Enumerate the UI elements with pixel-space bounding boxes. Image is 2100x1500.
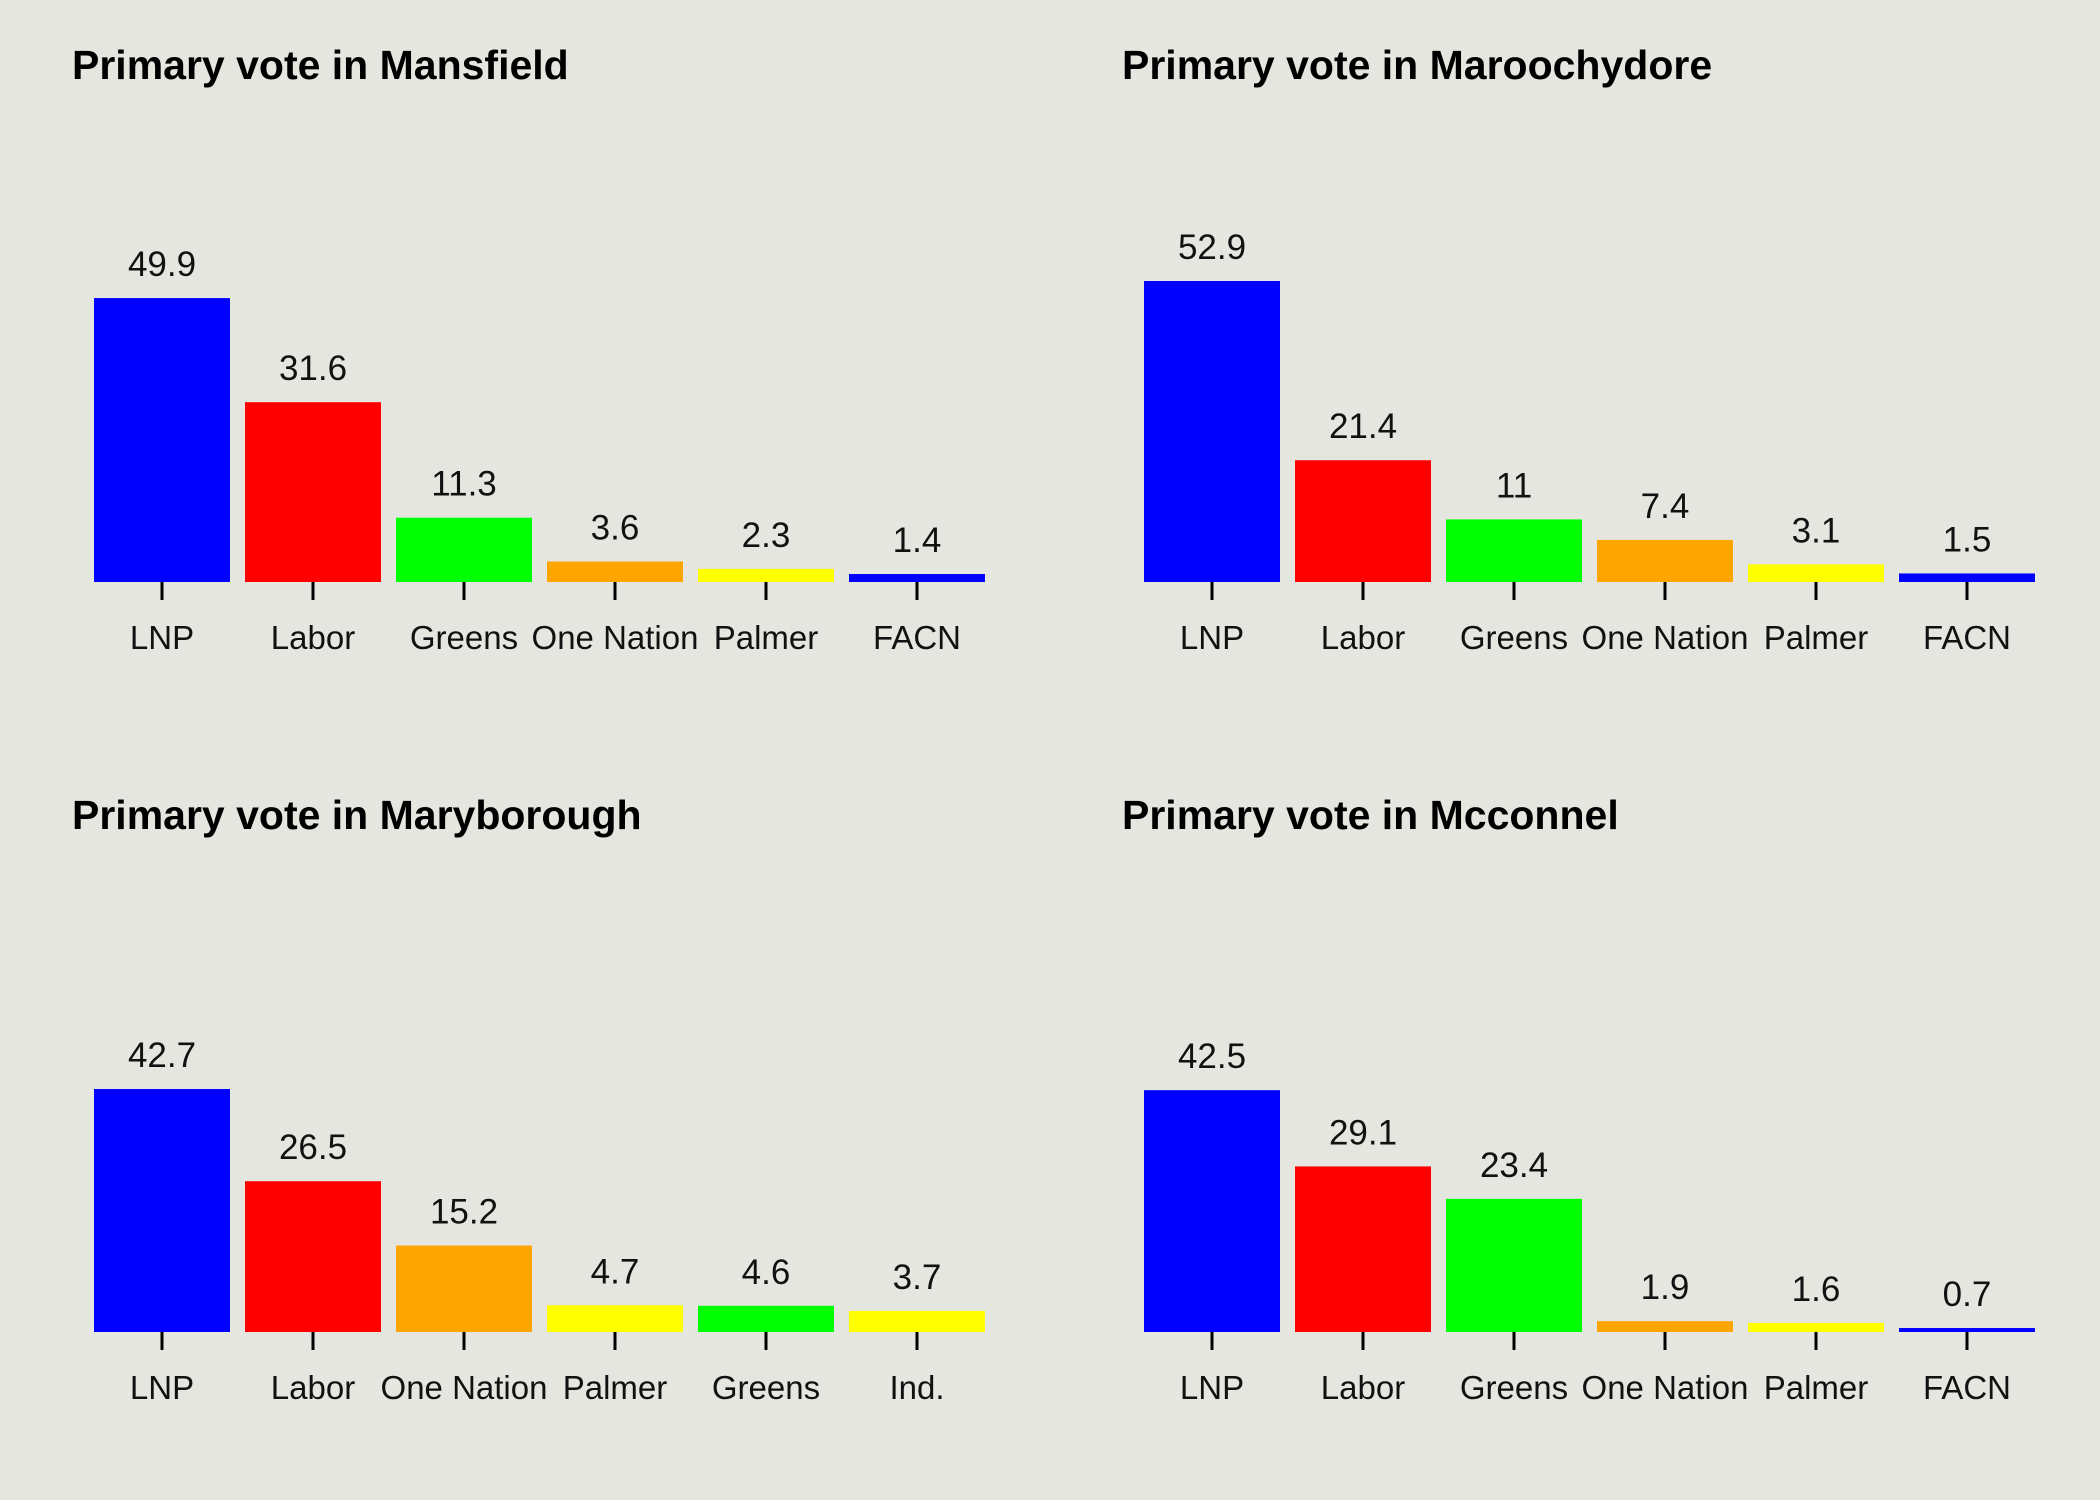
data-label: 52.9 [1178, 228, 1246, 267]
data-label: 15.2 [430, 1193, 498, 1232]
bar [547, 561, 683, 582]
x-tick-label: Greens [1460, 619, 1568, 656]
bar [94, 1089, 230, 1332]
bar [1899, 1328, 2035, 1332]
x-tick-label: FACN [1923, 1369, 2011, 1406]
x-tick-label: LNP [1180, 1369, 1244, 1406]
x-tick-label: Labor [271, 1369, 355, 1406]
x-tick-label: LNP [130, 619, 194, 656]
x-tick-label: One Nation [1582, 619, 1749, 656]
bar [547, 1305, 683, 1332]
data-label: 2.3 [742, 516, 791, 555]
x-tick-label: FACN [1923, 619, 2011, 656]
data-label: 4.7 [591, 1252, 640, 1291]
bar [94, 298, 230, 582]
bar [1748, 564, 1884, 582]
bar [1748, 1322, 1884, 1332]
bar [1597, 1321, 1733, 1332]
bar [1295, 460, 1431, 582]
chart-panel: Primary vote in Mansfield 49.9 LNP 31.6 Labo… [72, 42, 985, 656]
bar [849, 574, 985, 582]
data-label: 3.1 [1792, 511, 1841, 550]
x-tick-label: Palmer [563, 1369, 668, 1406]
chart-panel: Primary vote in Mcconnel 42.5 LNP 29.1 Labor… [1122, 792, 2035, 1406]
data-label: 31.6 [279, 349, 347, 388]
bar [1597, 539, 1733, 582]
data-label: 11.3 [431, 465, 497, 504]
x-tick-label: Labor [1321, 1369, 1405, 1406]
chart-title: Primary vote in Maroochydore [1122, 42, 1712, 88]
bar [849, 1310, 985, 1332]
data-label: 3.7 [893, 1258, 942, 1297]
bar [245, 1181, 381, 1332]
data-label: 4.6 [742, 1253, 791, 1292]
x-tick-label: Palmer [714, 619, 819, 656]
bar [1144, 1090, 1280, 1332]
bar [396, 517, 532, 582]
data-label: 26.5 [279, 1128, 347, 1167]
bar [1144, 280, 1280, 582]
data-label: 42.5 [1178, 1037, 1246, 1076]
bar [1295, 1166, 1431, 1332]
x-tick-label: LNP [1180, 619, 1244, 656]
data-label: 7.4 [1641, 487, 1690, 526]
x-tick-label: Labor [1321, 619, 1405, 656]
bar [245, 402, 381, 582]
data-label: 21.4 [1329, 407, 1397, 446]
data-label: 1.4 [893, 521, 942, 560]
bar [1446, 519, 1582, 582]
data-label: 1.6 [1792, 1270, 1841, 1309]
x-tick-label: Greens [1460, 1369, 1568, 1406]
x-tick-label: Greens [410, 619, 518, 656]
x-tick-label: Labor [271, 619, 355, 656]
x-tick-label: Palmer [1764, 619, 1869, 656]
chart-title: Primary vote in Mansfield [72, 42, 569, 88]
data-label: 11 [1496, 466, 1532, 505]
data-label: 42.7 [128, 1036, 196, 1075]
x-tick-label: Palmer [1764, 1369, 1869, 1406]
data-label: 49.9 [128, 245, 196, 284]
data-label: 3.6 [591, 509, 640, 548]
chart-panel: Primary vote in Maryborough 42.7 LNP 26.5 La… [72, 792, 985, 1406]
data-label: 1.5 [1943, 520, 1992, 559]
x-tick-label: FACN [873, 619, 961, 656]
x-tick-label: LNP [130, 1369, 194, 1406]
data-label: 0.7 [1943, 1275, 1992, 1314]
chart-title: Primary vote in Maryborough [72, 792, 642, 838]
bar [1899, 573, 2035, 582]
bar [698, 1305, 834, 1332]
x-tick-label: One Nation [532, 619, 699, 656]
x-tick-label: Greens [712, 1369, 820, 1406]
x-tick-label: One Nation [381, 1369, 548, 1406]
chart-panel: Primary vote in Maroochydore 52.9 LNP 21.4 L… [1122, 42, 2035, 656]
data-label: 23.4 [1480, 1146, 1548, 1185]
bar [698, 568, 834, 582]
bar [396, 1245, 532, 1332]
bar [1446, 1198, 1582, 1332]
chart-title: Primary vote in Mcconnel [1122, 792, 1619, 838]
x-tick-label: One Nation [1582, 1369, 1749, 1406]
data-label: 1.9 [1641, 1268, 1690, 1307]
data-label: 29.1 [1329, 1113, 1397, 1152]
x-tick-label: Ind. [889, 1369, 944, 1406]
